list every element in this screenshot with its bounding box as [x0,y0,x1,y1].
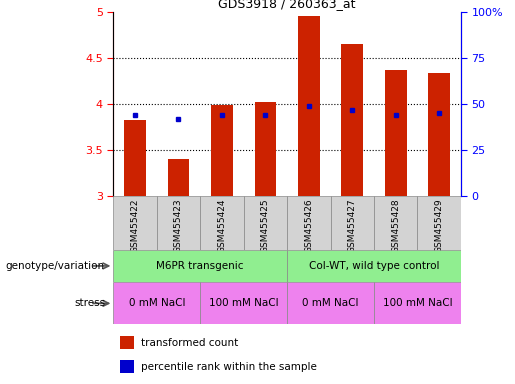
Text: GSM455422: GSM455422 [130,199,140,253]
Bar [167,159,190,196]
Bar [113,250,287,282]
Bar [287,282,374,324]
Bar [120,336,134,349]
Text: GSM455424: GSM455424 [217,199,227,253]
Bar [331,196,374,250]
Bar [200,196,244,250]
Text: GSM455426: GSM455426 [304,199,313,253]
Bar [341,44,363,196]
Bar [385,70,407,196]
Bar [244,196,287,250]
Bar [418,196,461,250]
Bar [287,250,461,282]
Text: GSM455429: GSM455429 [435,199,444,253]
Bar [124,120,146,196]
Bar [428,73,450,196]
Bar [113,196,157,250]
Text: M6PR transgenic: M6PR transgenic [157,261,244,271]
Bar [200,282,287,324]
Bar [211,104,233,196]
Text: GSM455427: GSM455427 [348,199,357,253]
Bar [254,102,276,196]
Text: GSM455425: GSM455425 [261,199,270,253]
Text: stress: stress [75,298,106,308]
Text: 0 mM NaCl: 0 mM NaCl [129,298,185,308]
Text: GSM455423: GSM455423 [174,199,183,253]
Text: genotype/variation: genotype/variation [5,261,104,271]
Text: 100 mM NaCl: 100 mM NaCl [383,298,452,308]
Text: GSM455428: GSM455428 [391,199,400,253]
Text: 100 mM NaCl: 100 mM NaCl [209,298,279,308]
Title: GDS3918 / 260363_at: GDS3918 / 260363_at [218,0,356,10]
Text: percentile rank within the sample: percentile rank within the sample [141,362,317,372]
Bar [157,196,200,250]
Text: 0 mM NaCl: 0 mM NaCl [302,298,359,308]
Bar [120,360,134,373]
Bar [298,16,320,196]
Bar [287,196,331,250]
Bar [374,196,418,250]
Text: Col-WT, wild type control: Col-WT, wild type control [309,261,439,271]
Text: transformed count: transformed count [141,338,238,348]
Bar [113,282,200,324]
Bar [374,282,461,324]
